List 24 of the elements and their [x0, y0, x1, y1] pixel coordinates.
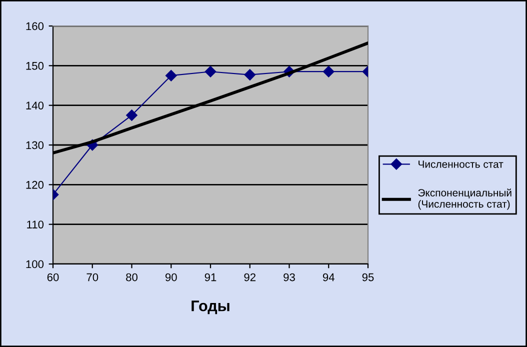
x-tick-label: 93 — [284, 273, 295, 282]
x-tick-label: 92 — [244, 273, 256, 282]
x-tick-label: 91 — [204, 273, 216, 282]
x-tick-label: 90 — [165, 273, 177, 282]
legend-label: Экспоненциальный (Численность стат) — [418, 188, 512, 210]
x-tick-label: 94 — [322, 273, 334, 282]
x-tick-label: 70 — [86, 273, 98, 282]
y-tick-label: 130 — [26, 141, 44, 150]
x-tick-label: 95 — [362, 273, 374, 282]
y-tick-label: 160 — [26, 22, 44, 30]
y-tick-label: 140 — [26, 102, 44, 110]
point — [244, 69, 256, 80]
x-axis-title: Годы — [192, 300, 230, 314]
y-tick-label: 150 — [26, 62, 44, 70]
legend-label: Численность стат — [418, 160, 504, 168]
y-tick-label: 110 — [27, 220, 44, 228]
point — [323, 66, 334, 78]
x-tick-label: 80 — [126, 273, 138, 282]
point — [126, 110, 138, 121]
point — [204, 66, 216, 78]
y-tick-label: 120 — [26, 180, 44, 189]
point — [166, 70, 177, 82]
x-tick-label: 60 — [47, 273, 59, 282]
y-tick-label: 100 — [26, 260, 44, 268]
